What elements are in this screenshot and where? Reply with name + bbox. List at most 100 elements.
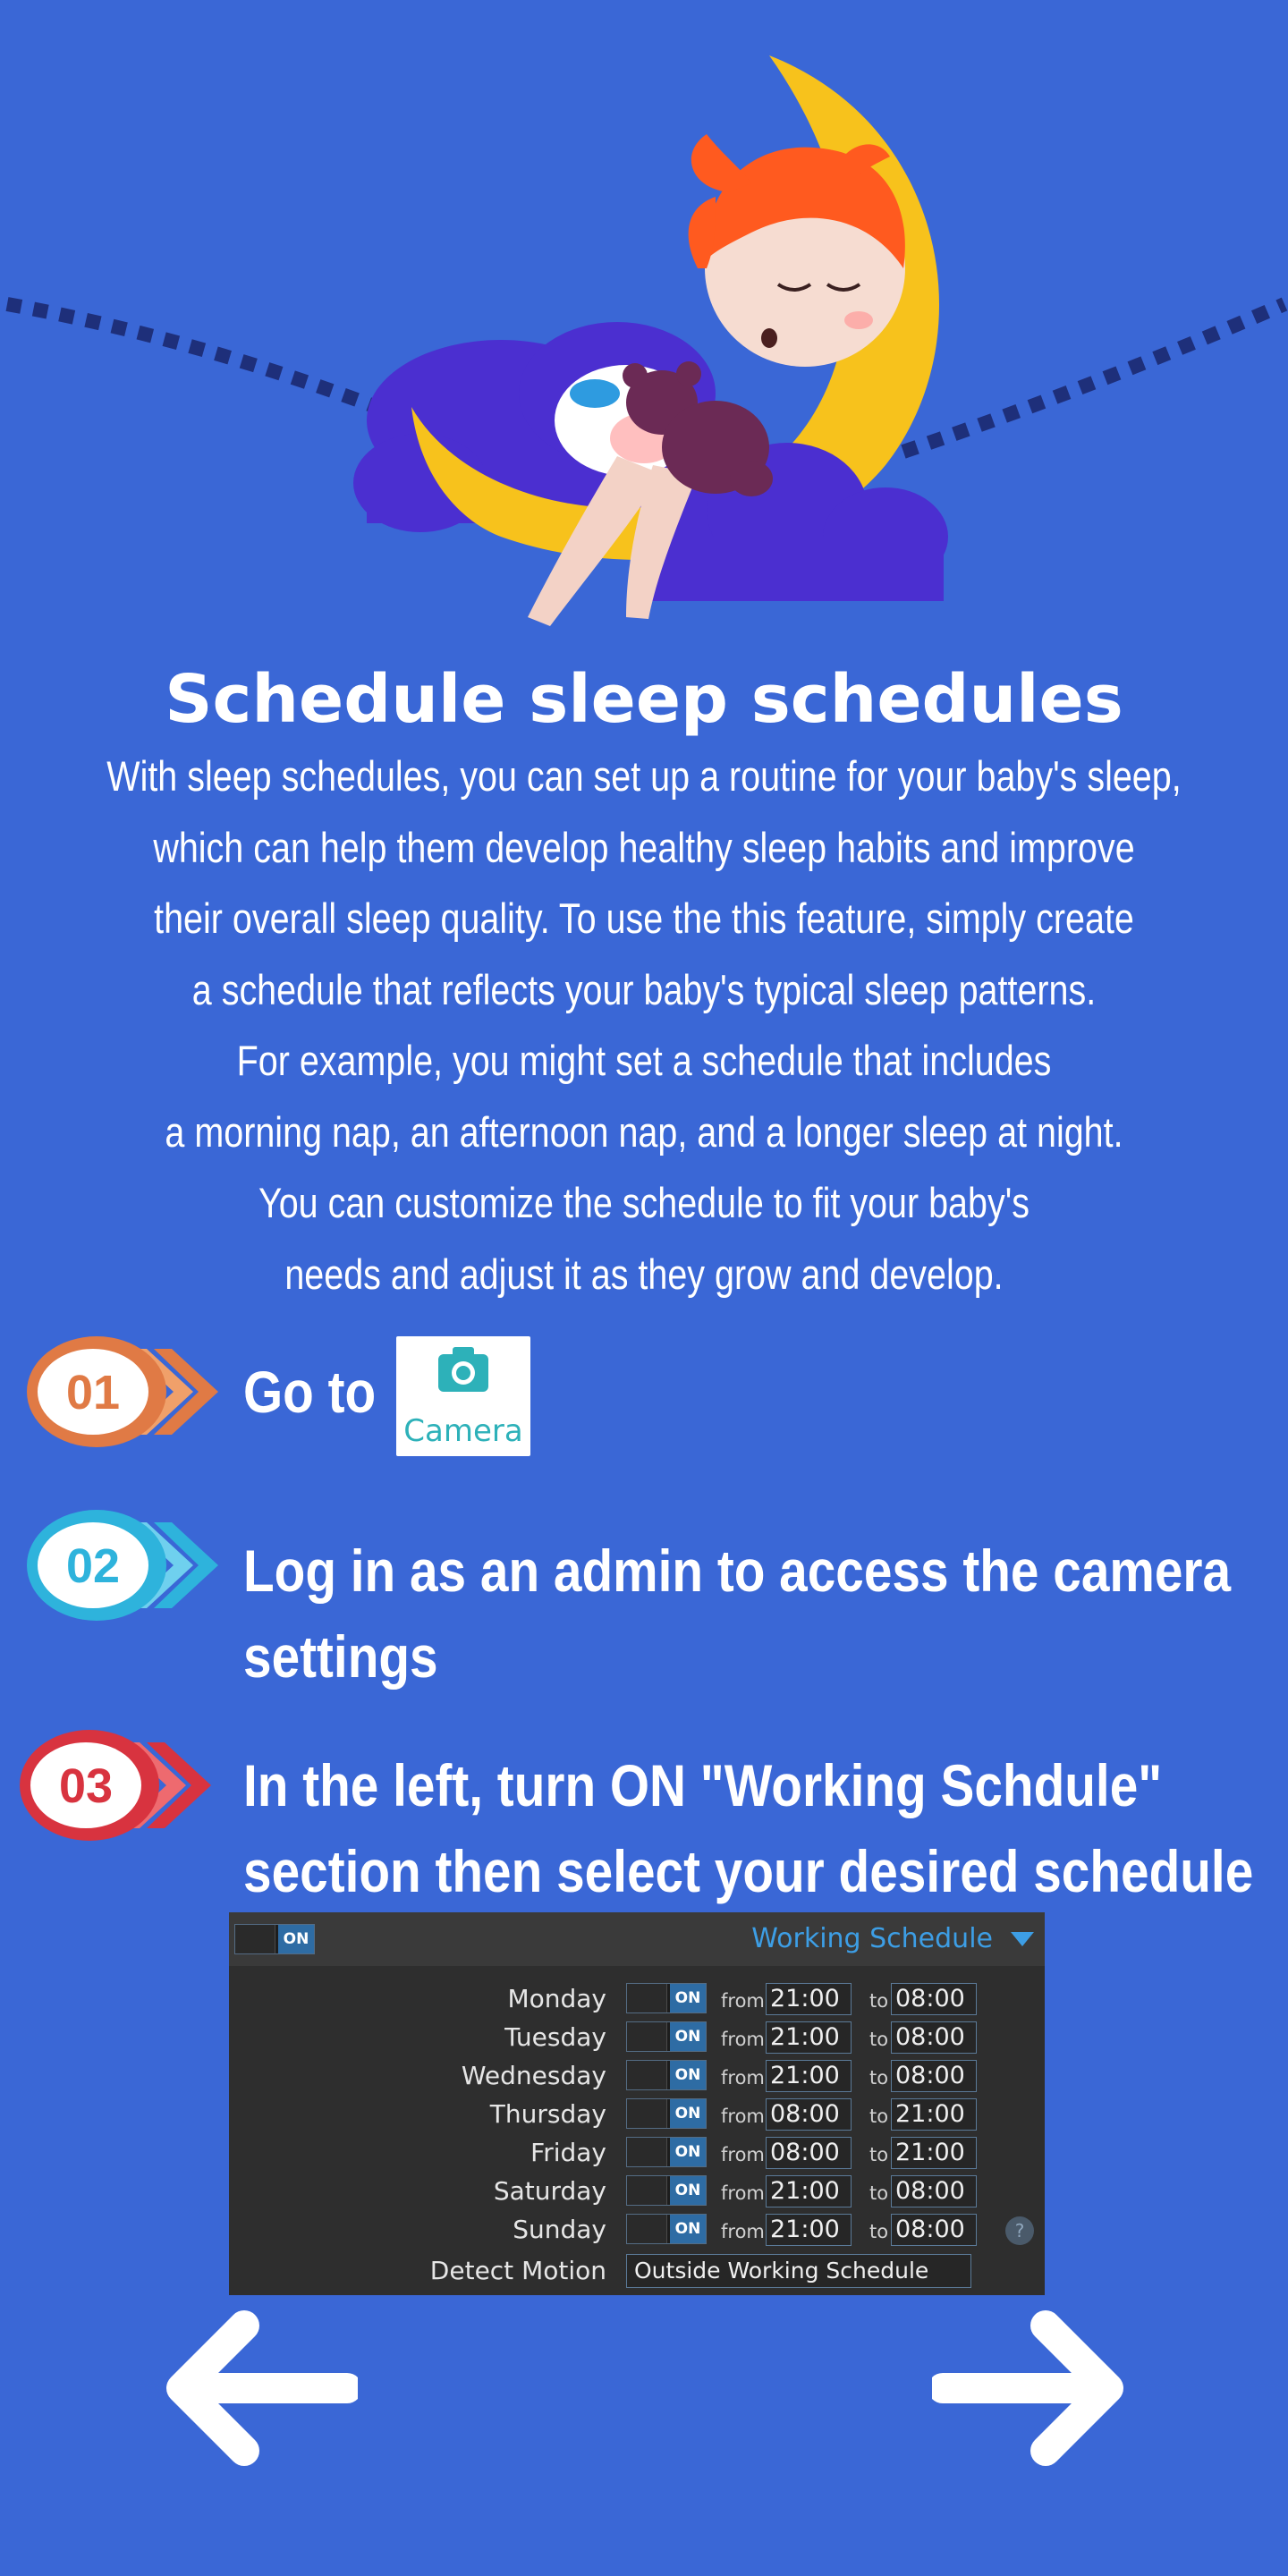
from-time-input[interactable]: 21:00 [766, 1983, 852, 2015]
panel-header: ON Working Schedule [229, 1912, 1045, 1966]
detect-motion-label: Detect Motion [429, 2256, 606, 2285]
step-2-line: settings [243, 1623, 438, 1690]
from-label: from [721, 1990, 765, 2012]
from-label: from [721, 2029, 765, 2050]
to-time-input[interactable]: 21:00 [891, 2137, 977, 2169]
step-2-line: Log in as an admin to access the camera [243, 1538, 1232, 1604]
step-badge-01: 01 [27, 1336, 218, 1447]
toggle-state: ON [278, 1925, 314, 1953]
step-3-line: In the left, turn ON "Working Schdule" [243, 1752, 1163, 1818]
day-toggle[interactable]: ON [626, 2137, 707, 2167]
to-label: to [869, 1990, 889, 2012]
schedule-row-sunday: Sunday ON from 21:00 to 08:00 ? [229, 2211, 1045, 2249]
schedule-row-friday: Friday ON from 08:00 to 21:00 [229, 2134, 1045, 2172]
intro-line: which can help them develop healthy slee… [153, 823, 1135, 871]
from-time-input[interactable]: 21:00 [766, 2175, 852, 2207]
to-time-input[interactable]: 08:00 [891, 2214, 977, 2246]
to-label: to [869, 2106, 889, 2127]
from-label: from [721, 2182, 765, 2204]
arrow-left-icon[interactable] [159, 2308, 358, 2469]
day-label: Monday [507, 1984, 606, 2013]
to-time-input[interactable]: 08:00 [891, 2021, 977, 2054]
intro-line: With sleep schedules, you can set up a r… [106, 752, 1182, 800]
step-number: 02 [66, 1539, 120, 1593]
step-2-text: Log in as an admin to access the camera … [243, 1528, 1231, 1699]
step-badge-03: 03 [20, 1730, 211, 1841]
sleeping-baby-illustration [5, 55, 1288, 626]
page-title: Schedule sleep schedules [165, 661, 1123, 738]
cloud-front [635, 443, 948, 601]
intro-paragraph: With sleep schedules, you can set up a r… [103, 741, 1185, 1309]
camera-app-label: Camera [403, 1413, 523, 1449]
to-time-input[interactable]: 08:00 [891, 2060, 977, 2092]
working-schedule-master-toggle[interactable]: ON [234, 1924, 315, 1954]
toggle-knob [627, 2099, 667, 2128]
to-time-input[interactable]: 08:00 [891, 2175, 977, 2207]
step-1-text: Go to [243, 1359, 377, 1425]
toggle-knob [627, 2061, 667, 2089]
from-time-input[interactable]: 21:00 [766, 2021, 852, 2054]
toggle-state: ON [670, 2176, 706, 2205]
from-label: from [721, 2067, 765, 2089]
toggle-knob [627, 2215, 667, 2243]
to-label: to [869, 2221, 889, 2242]
working-schedule-dropdown[interactable]: Working Schedule [751, 1923, 993, 1954]
toggle-state: ON [670, 2022, 706, 2051]
to-label: to [869, 2144, 889, 2165]
from-label: from [721, 2106, 765, 2127]
day-toggle[interactable]: ON [626, 2060, 707, 2090]
day-toggle[interactable]: ON [626, 2021, 707, 2052]
toggle-state: ON [670, 2138, 706, 2166]
to-label: to [869, 2182, 889, 2204]
from-time-input[interactable]: 21:00 [766, 2060, 852, 2092]
day-label: Friday [530, 2138, 606, 2167]
step-badge-02: 02 [27, 1510, 218, 1621]
day-label: Tuesday [504, 2022, 606, 2052]
from-time-input[interactable]: 08:00 [766, 2137, 852, 2169]
toggle-state: ON [670, 2099, 706, 2128]
chevron-down-icon[interactable] [1011, 1932, 1034, 1946]
toggle-state: ON [670, 2061, 706, 2089]
intro-line: their overall sleep quality. To use the … [154, 894, 1134, 942]
intro-line: For example, you might set a schedule th… [236, 1037, 1052, 1084]
help-icon[interactable]: ? [1005, 2216, 1034, 2245]
schedule-row-wednesday: Wednesday ON from 21:00 to 08:00 [229, 2057, 1045, 2095]
day-toggle[interactable]: ON [626, 2098, 707, 2129]
to-time-input[interactable]: 08:00 [891, 1983, 977, 2015]
from-time-input[interactable]: 08:00 [766, 2098, 852, 2131]
camera-app-tile[interactable]: Camera [396, 1336, 530, 1456]
arrow-right-icon[interactable] [932, 2308, 1131, 2469]
toggle-state: ON [670, 1984, 706, 2012]
day-toggle[interactable]: ON [626, 2214, 707, 2244]
schedule-row-tuesday: Tuesday ON from 21:00 to 08:00 [229, 2019, 1045, 2056]
toggle-knob [627, 2138, 667, 2166]
from-label: from [721, 2221, 765, 2242]
intro-line: a schedule that reflects your baby's typ… [191, 965, 1097, 1013]
toggle-state: ON [670, 2215, 706, 2243]
toggle-knob [627, 2176, 667, 2205]
teddy-bear [623, 361, 773, 496]
step-number: 03 [59, 1759, 113, 1813]
schedule-row-monday: Monday ON from 21:00 to 08:00 [229, 1980, 1045, 2018]
moon-crescent [411, 55, 940, 560]
day-toggle[interactable]: ON [626, 1983, 707, 2013]
from-time-input[interactable]: 21:00 [766, 2214, 852, 2246]
dashed-line-left [5, 297, 414, 428]
step-number: 01 [66, 1366, 120, 1419]
schedule-row-saturday: Saturday ON from 21:00 to 08:00 [229, 2173, 1045, 2210]
step-3-line: section then select your desired schedul… [243, 1838, 1254, 1904]
toggle-knob [627, 1984, 667, 2012]
day-toggle[interactable]: ON [626, 2175, 707, 2206]
schedule-row-thursday: Thursday ON from 08:00 to 21:00 [229, 2096, 1045, 2133]
day-label: Thursday [489, 2099, 606, 2129]
day-label: Sunday [513, 2215, 606, 2244]
detect-motion-select[interactable]: Outside Working Schedule [626, 2254, 971, 2288]
dashed-line-right [901, 297, 1288, 459]
from-label: from [721, 2144, 765, 2165]
to-time-input[interactable]: 21:00 [891, 2098, 977, 2131]
camera-icon [438, 1347, 488, 1392]
toggle-knob [235, 1925, 275, 1953]
working-schedule-panel: ON Working Schedule Monday ON from 21:00… [229, 1912, 1045, 2295]
intro-line: a morning nap, an afternoon nap, and a l… [165, 1107, 1123, 1156]
toggle-knob [627, 2022, 667, 2051]
